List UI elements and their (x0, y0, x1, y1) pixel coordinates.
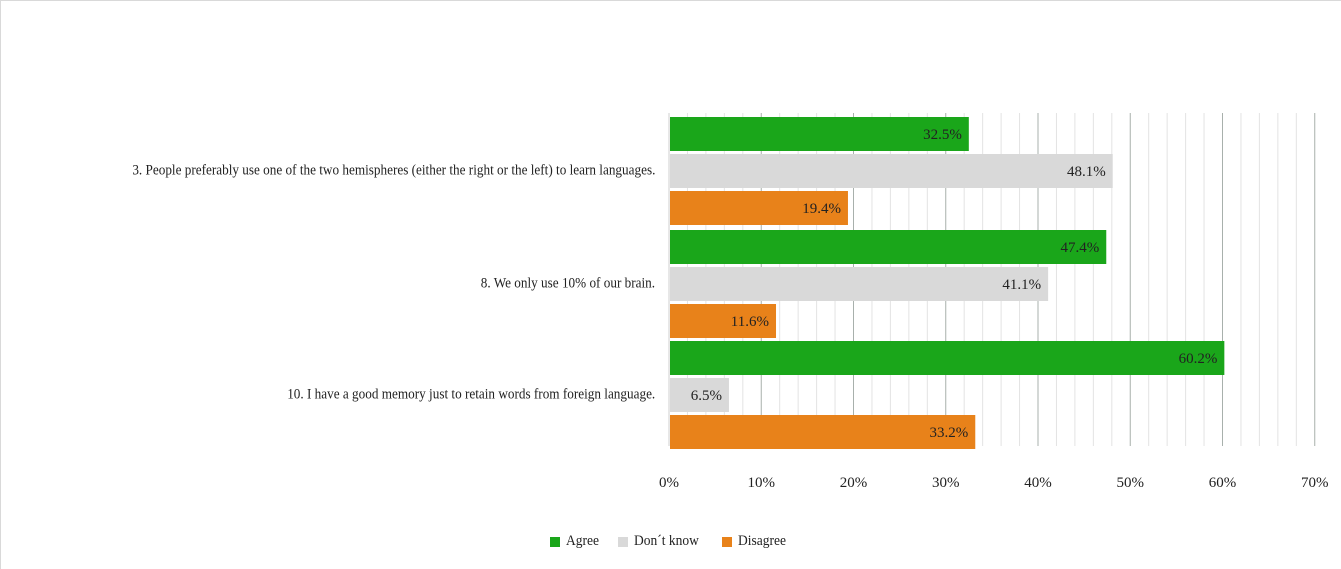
bar-disagree (670, 304, 777, 338)
x-tick-label: 20% (840, 475, 868, 491)
data-label-disagree: 19.4% (802, 201, 841, 217)
legend-swatch-disagree (721, 536, 732, 547)
category-label-2: 8. We only use 10% of our brain. (480, 275, 655, 292)
x-tick-label: 10% (748, 475, 776, 491)
data-label-agree: 47.4% (1061, 240, 1100, 256)
bar-dont-know (670, 154, 1113, 188)
legend-label-disagree: Disagree (737, 533, 786, 549)
legend-item-dont-know: Don´t know (618, 533, 706, 550)
bar-dont-know (670, 267, 1049, 301)
bar-disagree (670, 191, 848, 225)
x-tick-label: 70% (1301, 475, 1329, 491)
data-label-disagree: 33.2% (930, 425, 969, 441)
legend-item-disagree: Disagree (721, 533, 791, 550)
category-label-1: 3. People preferably use one of the two … (131, 162, 655, 179)
data-label-dont-know: 48.1% (1067, 164, 1106, 180)
data-label-dont-know: 41.1% (1002, 277, 1041, 293)
bar-agree (670, 117, 969, 151)
bar-agree (670, 341, 1225, 375)
data-label-disagree: 11.6% (731, 314, 769, 330)
x-tick-label: 30% (932, 475, 960, 491)
bar-disagree (670, 415, 976, 449)
x-tick-label: 0% (659, 475, 679, 491)
legend-item-agree: Agree (549, 533, 603, 550)
bar-dont-know (670, 378, 729, 412)
legend-swatch-agree (549, 536, 560, 547)
x-tick-label: 50% (1117, 475, 1145, 491)
data-label-dont-know: 6.5% (691, 388, 722, 404)
bar-agree (670, 230, 1107, 264)
data-label-agree: 32.5% (923, 127, 962, 143)
legend: Agree Don´t know Disagree (0, 533, 1341, 552)
legend-label-agree: Agree (565, 533, 599, 549)
category-label-3: 10. I have a good memory just to retain … (286, 386, 655, 403)
legend-label-dont-know: Don´t know (634, 533, 699, 549)
x-tick-label: 60% (1209, 475, 1237, 491)
data-label-agree: 60.2% (1179, 351, 1218, 367)
x-tick-label: 40% (1024, 475, 1052, 491)
legend-swatch-dont-know (618, 536, 629, 547)
